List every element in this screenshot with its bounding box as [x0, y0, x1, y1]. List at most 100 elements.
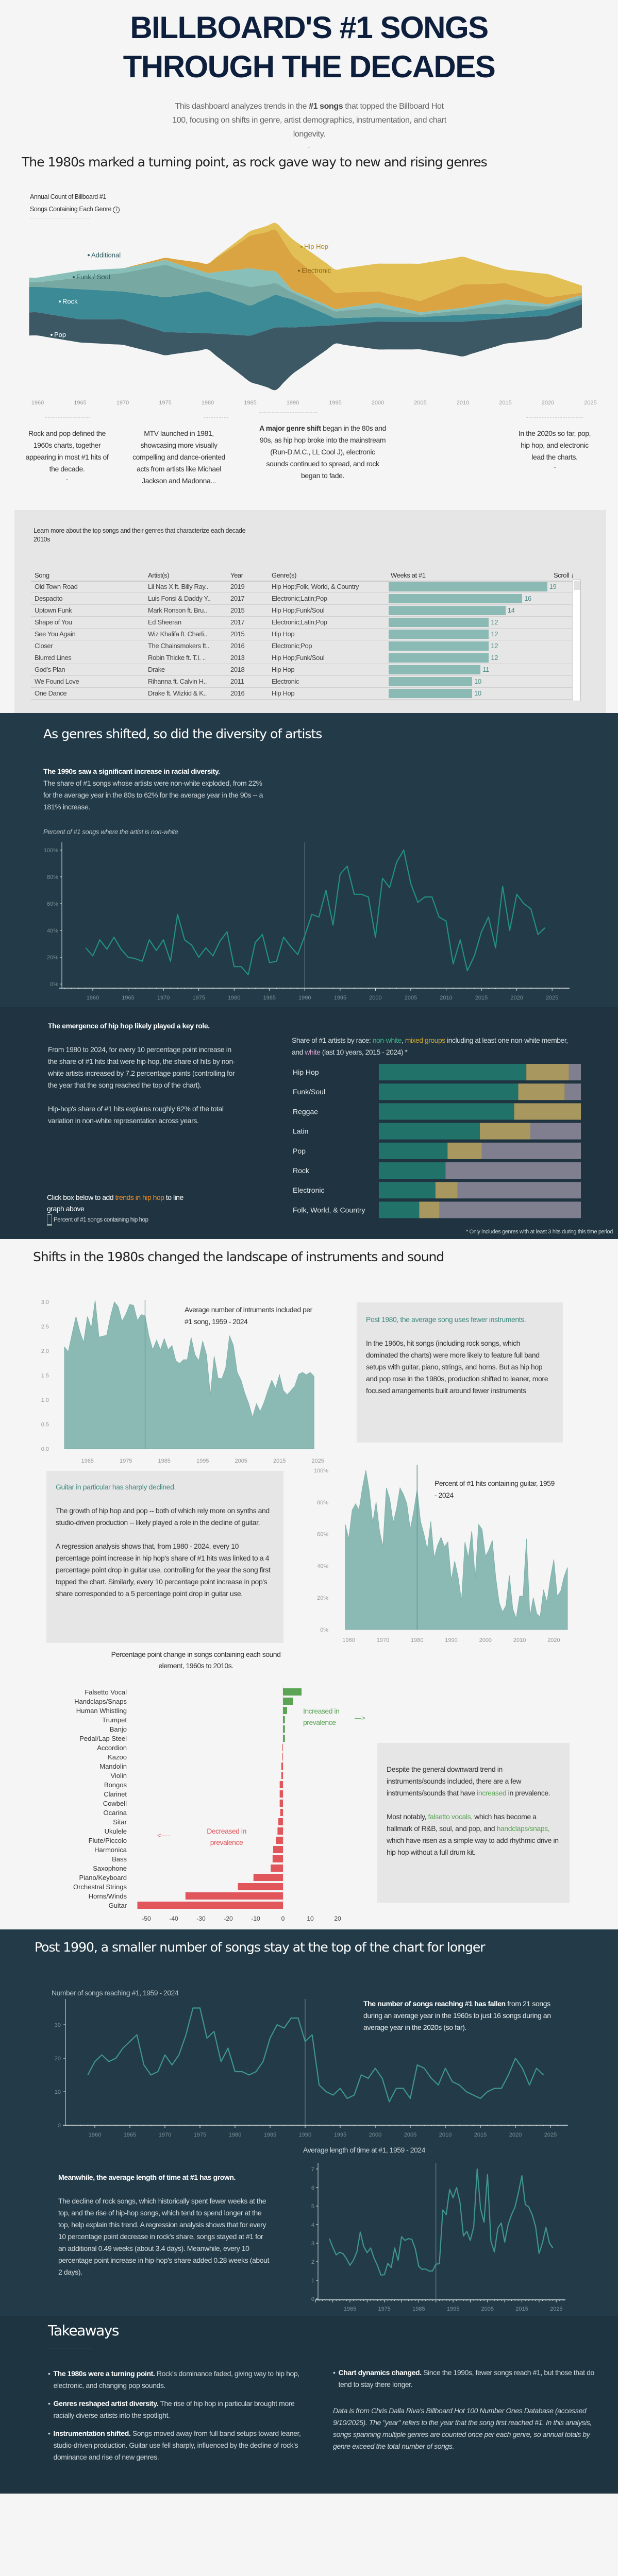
table-row[interactable]: One Dance Drake ft. Wizkid & K.. 2016 Hip H… [31, 688, 572, 700]
race-bar-non-white [379, 1142, 448, 1159]
title-line-1: BILLBOARD'S #1 SONGS [130, 10, 489, 45]
table-row[interactable]: See You Again Wiz Khalifa ft. Charli.. 201… [31, 629, 572, 640]
sound-label: Kazoo [108, 1753, 127, 1761]
race-bar-mixed-groups [518, 1083, 565, 1100]
race-chart-title: Share of #1 artists by race: non-white, … [292, 1036, 568, 1056]
annotation-marker-mtv [204, 417, 228, 418]
x-tick-label: 1975 [159, 400, 171, 406]
race-bar-white [457, 1182, 581, 1199]
cell-year: 2017 [230, 595, 245, 602]
sound-change-bar [283, 1698, 293, 1705]
sound-change-bar [271, 1865, 283, 1872]
table-row[interactable]: Uptown Funk Mark Ronson ft. Bru.. 2015 Hip … [31, 605, 572, 617]
stream-chart-title: Annual Count of Billboard #1 Songs Conta… [30, 191, 120, 215]
annotation-marker-shift [259, 412, 317, 413]
col-artist[interactable]: Artist(s) [148, 571, 170, 579]
scrollbar-thumb[interactable] [574, 581, 580, 590]
bullet-icon: • [333, 2368, 336, 2377]
x-tick-label: 1995 [196, 1458, 209, 1464]
decade-selector[interactable]: 2010s [34, 536, 51, 543]
info-icon[interactable]: i [113, 207, 120, 213]
sound-change-bar [283, 1707, 287, 1714]
hiphop-link[interactable]: trends in hip hop [115, 1193, 164, 1201]
race-row-label: Latin [293, 1127, 308, 1136]
table-row[interactable]: Closer The Chainsmokers ft.. 2016 Electroni… [31, 640, 572, 652]
cell-artist: Ed Sheeran [148, 618, 181, 626]
weeks-bar [389, 606, 506, 615]
race-bar-non-white [379, 1123, 480, 1140]
y-tick-label: 0.0 [41, 1446, 49, 1452]
x-tick-label: 1970 [159, 2132, 171, 2138]
nonwhite-line-chart: 0% 20% 40% 60% 80% 100% 1960 1965 1970 1975 1980 19… [44, 842, 570, 1001]
takeaway-item: • Chart dynamics changed. Since the 1990s… [333, 2367, 596, 2391]
hiphop-checkbox[interactable] [47, 1214, 52, 1226]
y-tick-label: 80% [47, 874, 58, 880]
sound-label: Bongos [104, 1781, 127, 1789]
table-row[interactable]: We Found Love Rihanna ft. Calvin H.. 2011 E… [31, 676, 572, 688]
stream-label-dot [300, 245, 303, 248]
table-row[interactable]: Old Town Road Lil Nas X ft. Billy Ray.. 20… [31, 581, 572, 593]
table-row[interactable]: Shape of You Ed Sheeran 2017 Electronic;Lat… [31, 617, 572, 629]
x-tick-label: 1960 [87, 995, 99, 1001]
y-tick-label: 0 [311, 2296, 314, 2302]
stream-label-additional: Additional [91, 251, 121, 259]
cell-artist: Mark Ronson ft. Bru.. [148, 606, 207, 614]
sound-label: Piano/Keyboard [79, 1874, 127, 1882]
y-tick-label: 20 [55, 2056, 61, 2062]
race-row-label: Reggae [293, 1107, 318, 1115]
col-genre[interactable]: Genre(s) [272, 571, 297, 579]
x-tick-label: 1980 [228, 995, 240, 1001]
cell-artist: The Chainsmokers ft.. [148, 642, 209, 650]
cell-song: Despacito [35, 595, 63, 602]
x-tick-label: 2025 [544, 2132, 557, 2138]
race-bar-white [530, 1123, 581, 1140]
table-row[interactable]: God's Plan Drake 2018 Hip Hop 11 [31, 664, 572, 676]
x-tick-label: -40 [169, 1915, 178, 1922]
y-tick-label: 20% [47, 955, 58, 961]
x-tick-label: 1975 [192, 995, 205, 1001]
race-bar-non-white [379, 1201, 420, 1218]
sound-change-bar [283, 1735, 285, 1742]
cell-artist: Drake ft. Wizkid & K.. [148, 689, 207, 697]
sound-change-bar [283, 1688, 302, 1696]
weeks-bar [389, 689, 472, 698]
col-weeks[interactable]: Weeks at #1 [391, 571, 426, 579]
table-row[interactable]: Blurred Lines Robin Thicke ft. T.I. .. 201… [31, 652, 572, 664]
race-bar-mixed-groups [435, 1182, 458, 1199]
x-tick-label: 1990 [299, 2132, 311, 2138]
race-bar-non-white [379, 1182, 436, 1199]
y-tick-label: 3 [311, 2241, 314, 2247]
guitar-chart-title: Percent of #1 hits containing guitar, 19… [435, 1479, 555, 1499]
sound-change-bar [283, 1716, 285, 1723]
stream-label-electronic: Electronic [302, 267, 331, 275]
sound-change-bar [277, 1827, 283, 1835]
cell-song: Uptown Funk [35, 606, 72, 614]
takeaways-col-right: • Chart dynamics changed. Since the 1990s… [333, 2367, 596, 2452]
x-tick-label: 2010 [513, 1637, 526, 1643]
sound-label: Mandolin [99, 1762, 127, 1770]
table-row[interactable]: Despacito Luis Fonsi & Daddy Y.. 2017 Elect… [31, 593, 572, 605]
x-tick-label: 2005 [481, 2306, 494, 2312]
sound-change-bar [137, 1902, 283, 1909]
title-line-2: THROUGH THE DECADES [123, 49, 496, 84]
table-scrollbar[interactable] [573, 580, 581, 701]
annotation-marker-1960s [45, 417, 90, 418]
hiphop-checkbox-row[interactable]: Percent of #1 songs containing hip hop [47, 1214, 148, 1226]
x-tick-label: 1960 [31, 400, 44, 406]
stream-label-dot [88, 254, 90, 257]
col-year[interactable]: Year [230, 571, 243, 579]
x-tick-label: 2010 [457, 400, 469, 406]
race-bar-white [445, 1162, 581, 1179]
weeks-bar [389, 594, 523, 603]
sound-change-bar [280, 1809, 283, 1816]
sound-label: Pedal/Lap Steel [79, 1735, 127, 1742]
x-tick-label: 1965 [81, 1458, 93, 1464]
decreased-arrow-icon: <---- [157, 1832, 170, 1839]
increased-sounds-box: Despite the general downward trend in in… [377, 1743, 570, 1903]
cell-genre: Hip Hop [272, 666, 295, 673]
x-tick-label: 2025 [584, 400, 596, 406]
y-tick-label: 40% [317, 1563, 328, 1569]
data-source-note: Data is from Chris Dalla Riva's Billboar… [333, 2406, 592, 2450]
col-song[interactable]: Song [35, 571, 49, 579]
avg-instruments-title: Average number of intruments included pe… [185, 1306, 312, 1326]
